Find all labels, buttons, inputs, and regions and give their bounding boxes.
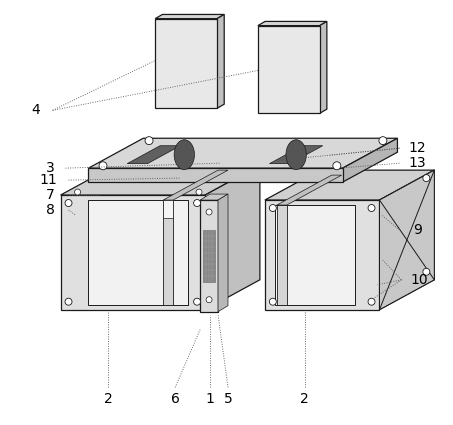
Text: 2: 2 bbox=[104, 392, 113, 406]
Text: 10: 10 bbox=[410, 273, 428, 287]
Circle shape bbox=[65, 298, 72, 305]
Polygon shape bbox=[155, 19, 217, 108]
Polygon shape bbox=[88, 200, 188, 305]
Polygon shape bbox=[258, 26, 320, 113]
Text: 4: 4 bbox=[31, 103, 40, 117]
Text: 13: 13 bbox=[409, 156, 426, 170]
Polygon shape bbox=[127, 146, 180, 164]
Polygon shape bbox=[265, 170, 434, 200]
Circle shape bbox=[423, 268, 430, 275]
Polygon shape bbox=[277, 175, 342, 205]
Ellipse shape bbox=[286, 140, 306, 170]
Circle shape bbox=[423, 175, 430, 181]
Text: 1: 1 bbox=[206, 392, 214, 406]
Circle shape bbox=[206, 209, 212, 215]
Text: 6: 6 bbox=[171, 392, 179, 406]
Text: 5: 5 bbox=[224, 392, 232, 406]
Circle shape bbox=[270, 204, 276, 212]
Circle shape bbox=[206, 297, 212, 303]
Polygon shape bbox=[61, 195, 205, 310]
Polygon shape bbox=[88, 168, 342, 182]
Circle shape bbox=[270, 298, 276, 305]
Text: 2: 2 bbox=[300, 392, 309, 406]
Circle shape bbox=[65, 200, 72, 207]
Text: 11: 11 bbox=[40, 173, 58, 187]
Circle shape bbox=[333, 162, 341, 170]
Polygon shape bbox=[155, 14, 224, 19]
Circle shape bbox=[379, 137, 387, 144]
Polygon shape bbox=[342, 138, 397, 182]
Polygon shape bbox=[277, 205, 287, 305]
Circle shape bbox=[368, 204, 375, 212]
Circle shape bbox=[99, 162, 107, 170]
Circle shape bbox=[145, 137, 153, 144]
Polygon shape bbox=[265, 200, 380, 310]
Polygon shape bbox=[320, 21, 327, 113]
Text: 9: 9 bbox=[413, 223, 422, 237]
Polygon shape bbox=[61, 165, 260, 195]
Polygon shape bbox=[380, 170, 434, 310]
Polygon shape bbox=[200, 194, 228, 200]
Polygon shape bbox=[88, 138, 397, 168]
Polygon shape bbox=[217, 14, 224, 108]
Circle shape bbox=[193, 200, 201, 207]
Polygon shape bbox=[205, 165, 260, 310]
Ellipse shape bbox=[174, 140, 194, 170]
Polygon shape bbox=[163, 170, 228, 200]
Text: 7: 7 bbox=[46, 188, 55, 202]
Circle shape bbox=[75, 189, 81, 195]
Polygon shape bbox=[380, 170, 434, 310]
Polygon shape bbox=[200, 200, 218, 312]
Text: 3: 3 bbox=[46, 161, 55, 175]
Polygon shape bbox=[218, 194, 228, 312]
Text: 8: 8 bbox=[46, 203, 55, 217]
Polygon shape bbox=[163, 200, 173, 305]
Polygon shape bbox=[163, 200, 173, 218]
Polygon shape bbox=[270, 146, 323, 164]
Polygon shape bbox=[275, 205, 355, 305]
Circle shape bbox=[193, 298, 201, 305]
Polygon shape bbox=[203, 230, 215, 282]
Circle shape bbox=[196, 189, 202, 195]
Circle shape bbox=[368, 298, 375, 305]
Polygon shape bbox=[258, 21, 327, 26]
Text: 12: 12 bbox=[409, 141, 426, 155]
